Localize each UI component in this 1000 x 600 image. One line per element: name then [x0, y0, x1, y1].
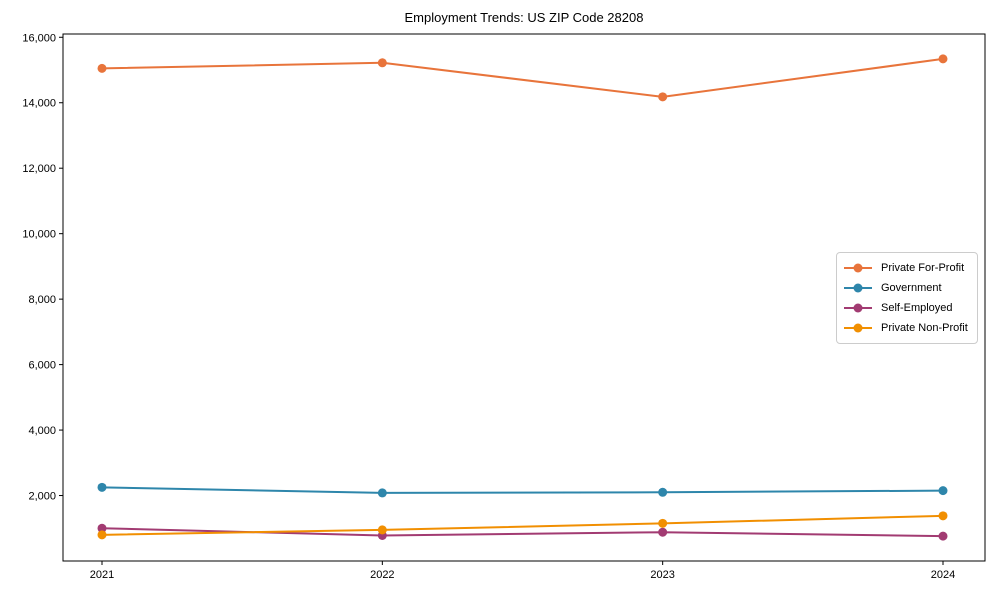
x-tick-label: 2024	[931, 569, 955, 581]
x-tick-label: 2021	[90, 569, 114, 581]
y-tick-label: 16,000	[22, 32, 56, 44]
y-tick-label: 6,000	[28, 360, 56, 372]
legend-item-government: Government	[843, 278, 971, 298]
series-marker-government	[97, 482, 107, 492]
series-marker-private-non-profit	[97, 530, 107, 540]
chart-legend: Private For-Profit Government Self-Employe…	[836, 252, 978, 344]
legend-item-self-employed: Self-Employed	[843, 298, 971, 318]
y-tick-label: 14,000	[22, 98, 56, 110]
y-tick-label: 4,000	[28, 425, 56, 437]
series-line-private-for-profit	[101, 57, 944, 98]
series-marker-government	[377, 488, 387, 498]
legend-marker	[853, 323, 863, 333]
legend-swatch-icon	[844, 283, 872, 293]
legend-label: Private Non-Profit	[881, 322, 968, 334]
series-marker-private-non-profit	[377, 525, 387, 535]
series-marker-private-for-profit	[377, 58, 387, 68]
legend-item-private-non-profit: Private Non-Profit	[843, 318, 971, 338]
series-marker-private-non-profit	[938, 511, 948, 521]
y-tick-label: 2,000	[28, 491, 56, 503]
legend-label: Private For-Profit	[881, 262, 965, 274]
legend-marker	[853, 303, 863, 313]
legend-marker	[853, 263, 863, 273]
series-line-government	[101, 486, 944, 494]
legend-swatch-icon	[844, 303, 872, 313]
plot-frame	[62, 33, 986, 562]
series-line-private-non-profit	[101, 514, 944, 536]
series-marker-government	[658, 487, 668, 497]
series-marker-self-employed	[97, 523, 107, 533]
y-tick-label: 10,000	[22, 229, 56, 241]
legend-marker	[853, 283, 863, 293]
y-tick-label: 8,000	[28, 294, 56, 306]
legend-swatch-icon	[844, 323, 872, 333]
series-marker-government	[938, 486, 948, 496]
series-marker-self-employed	[938, 531, 948, 541]
chart-title: Employment Trends: US ZIP Code 28208	[404, 10, 644, 25]
series-marker-private-for-profit	[658, 92, 668, 102]
x-tick-label: 2022	[370, 569, 394, 581]
series-marker-private-for-profit	[97, 63, 107, 73]
series-marker-private-for-profit	[938, 54, 948, 64]
y-tick-label: 12,000	[22, 163, 56, 175]
series-marker-self-employed	[658, 527, 668, 537]
x-tick-label: 2023	[650, 569, 674, 581]
legend-label: Self-Employed	[881, 302, 953, 314]
legend-swatch-icon	[844, 263, 872, 273]
series-marker-private-non-profit	[658, 518, 668, 528]
legend-label: Government	[881, 282, 942, 294]
legend-item-private-for-profit: Private For-Profit	[843, 258, 971, 278]
